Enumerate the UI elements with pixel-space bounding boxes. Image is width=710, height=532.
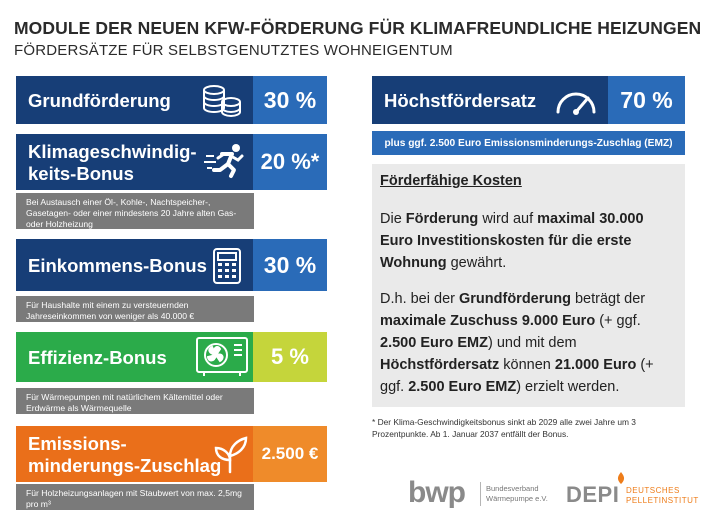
grundfoerderung-value: 30 %: [253, 76, 327, 124]
effizienzbonus-label: Effizienz-Bonus: [28, 347, 167, 368]
calculator-icon: [213, 248, 241, 284]
hoechstfoerdersatz-box: Höchstfördersatz: [372, 76, 608, 124]
depi-name-line2: PELLETINSTITUT: [626, 496, 699, 505]
bwp-name-line2: Wärmepumpe e.V.: [486, 494, 548, 503]
coins-icon: [203, 85, 241, 118]
einkommensbonus-label: Einkommens-Bonus: [28, 255, 207, 276]
depi-name-line1: DEUTSCHES: [626, 486, 680, 495]
running-person-icon: [204, 144, 244, 178]
einkommensbonus-box: Einkommens-Bonus: [16, 239, 253, 291]
emissionszuschlag-box: Emissions- minderungs-Zuschlag: [16, 426, 253, 482]
bwp-logo: bwp Bundesverband Wärmepumpe e.V.: [408, 476, 558, 516]
bwp-divider: [480, 482, 481, 506]
footnote: * Der Klima-Geschwindigkeitsbonus sinkt …: [372, 417, 636, 439]
klimabonus-value: 20 %*: [253, 134, 327, 190]
klimabonus-label-line1: Klimageschwindig-: [28, 141, 197, 162]
flame-icon: [617, 472, 625, 484]
klimabonus-note: Bei Austausch einer Öl-, Kohle-, Nachtsp…: [16, 193, 254, 229]
grundfoerderung-label: Grundförderung: [28, 90, 171, 111]
emissionszuschlag-value: 2.500 €: [253, 426, 327, 482]
kosten-heading: Förderfähige Kosten: [380, 173, 522, 189]
page-title: MODULE DER NEUEN KFW-FÖRDERUNG FÜR KLIMA…: [14, 18, 702, 38]
einkommensbonus-note: Für Haushalte mit einem zu versteuernden…: [16, 296, 254, 322]
kosten-paragraph-2: D.h. bei der Grundförderung beträgt der …: [380, 291, 654, 395]
bwp-name-line1: Bundesverband: [486, 484, 539, 493]
depi-mark: DEPI: [566, 482, 620, 507]
depi-logo: DEPI DEUTSCHES PELLETINSTITUT: [566, 472, 699, 516]
page-subtitle: FÖRDERSÄTZE FÜR SELBSTGENUTZTES WOHNEIGE…: [14, 42, 453, 59]
effizienzbonus-note: Für Wärmepumpen mit natürlichem Kältemit…: [16, 388, 254, 414]
hoechstfoerdersatz-value: 70 %: [608, 76, 685, 124]
gauge-icon: [556, 92, 596, 115]
emz-note-bar: plus ggf. 2.500 Euro Emissionsminderungs…: [372, 131, 685, 155]
heat-pump-icon: [196, 337, 248, 376]
grundfoerderung-box: Grundförderung: [16, 76, 253, 124]
bwp-mark: bwp: [408, 476, 466, 509]
emissionszuschlag-label-line2: minderungs-Zuschlag: [28, 455, 222, 476]
einkommensbonus-value: 30 %: [253, 239, 327, 291]
foerderfaehige-kosten-panel: Förderfähige Kosten Die Förderung wird a…: [372, 164, 685, 407]
klimabonus-label-line2: keits-Bonus: [28, 163, 134, 184]
emissionszuschlag-note: Für Holzheizungsanlagen mit Staubwert vo…: [16, 484, 254, 510]
emissionszuschlag-label-line1: Emissions-: [28, 433, 127, 454]
effizienzbonus-box: Effizienz-Bonus: [16, 332, 253, 382]
hoechstfoerdersatz-label: Höchstfördersatz: [384, 90, 537, 111]
effizienzbonus-value: 5 %: [253, 332, 327, 382]
kosten-paragraph-1: Die Förderung wird auf maximal 30.000 Eu…: [380, 211, 644, 271]
sprout-icon: [214, 436, 248, 474]
klimabonus-box: Klimageschwindig- keits-Bonus: [16, 134, 253, 190]
